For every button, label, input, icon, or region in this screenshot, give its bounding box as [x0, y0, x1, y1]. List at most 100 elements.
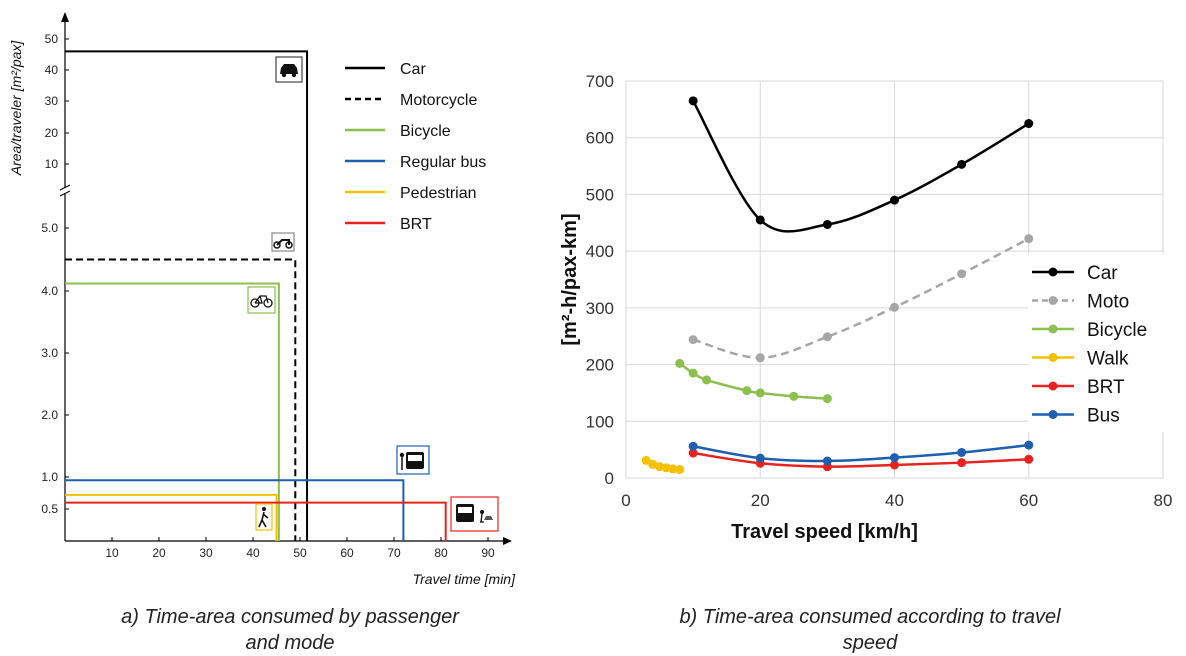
data-point-bicycle: [688, 368, 698, 378]
data-point-car: [890, 195, 899, 205]
series-line-bicycle: [678, 362, 828, 400]
data-point-bicycle: [755, 388, 765, 398]
caption-a-line2: and mode: [245, 632, 335, 654]
y-axis-arrow: [61, 12, 69, 22]
legend-label-car: Car: [1087, 263, 1118, 284]
caption-a: a) Time-area consumed by passenger and m…: [40, 604, 540, 656]
y-tick-label: 700: [586, 72, 614, 91]
data-point-brt: [688, 448, 698, 458]
data-point-car: [755, 215, 765, 225]
data-point-moto: [957, 269, 967, 279]
caption-b: b) Time-area consumed according to trave…: [600, 604, 1140, 656]
car-wheel: [281, 72, 287, 78]
x-tick-label: 70: [387, 546, 401, 560]
data-point-bicycle: [675, 358, 685, 368]
data-point-bus: [755, 453, 765, 463]
series-pedestrian: [65, 493, 278, 541]
x-tick-label: 90: [481, 546, 495, 560]
data-point-car: [1024, 119, 1034, 129]
y-tick-label: 1.0: [41, 470, 58, 484]
moto-wheel: [273, 241, 281, 249]
x-tick-label: 40: [246, 546, 260, 560]
y-tick-label: 20: [45, 126, 59, 140]
legend-marker-walk: [1048, 353, 1058, 362]
legend-marker-moto: [1048, 296, 1058, 305]
data-point-brt: [890, 460, 899, 470]
data-point-moto: [890, 302, 899, 312]
bicycle-icon: [247, 286, 276, 314]
bus-window: [408, 455, 422, 461]
data-point-brt: [1024, 454, 1034, 464]
y-tick-label: 10: [45, 157, 59, 171]
series-brt: [65, 501, 447, 541]
x-tick-label: 0: [621, 491, 630, 510]
bike-wheel: [263, 298, 273, 308]
brt-person-body: [480, 513, 484, 523]
data-point-car: [957, 159, 967, 169]
x-tick-label: 30: [199, 546, 213, 560]
series-regular-bus: [65, 479, 405, 541]
brt-person: [480, 510, 484, 514]
y-tick-label: 30: [45, 94, 59, 108]
icon-frame: [271, 232, 295, 252]
y-tick-label: 0.5: [41, 502, 58, 516]
y-axis-break-mark: [59, 190, 71, 197]
y-tick-label: 5.0: [41, 221, 58, 235]
y-tick-label: 500: [586, 185, 614, 204]
x-tick-label: 40: [885, 491, 904, 510]
data-point-moto: [688, 335, 698, 345]
brt-car: [484, 516, 493, 520]
bus-stop-icon: [396, 445, 430, 475]
data-point-bicycle: [789, 391, 799, 401]
y-axis-title: Area/traveler [m²/pax]: [8, 40, 24, 177]
x-axis-arrow: [503, 537, 512, 545]
y-tick-label: 3.0: [41, 346, 58, 360]
brt-bus-window: [458, 507, 472, 513]
x-tick-label: 50: [293, 546, 307, 560]
x-axis-title: Travel time [min]: [413, 571, 517, 587]
series-bicycle: [65, 282, 280, 541]
legend-label-bicycle: Bicycle: [400, 123, 451, 140]
car-icon: [275, 56, 303, 83]
legend-marker-bus: [1048, 410, 1058, 419]
chart-b-time-area-by-speed: 0 100 200 300 400 500 600 700 0 20 40 60 80 Travel sp…: [560, 72, 1172, 543]
y-tick-label: 400: [586, 242, 614, 261]
series-line-brt: [692, 451, 1029, 468]
y-tick-label: 2.0: [41, 408, 58, 422]
walker-head: [262, 507, 266, 511]
y-tick-label: 0: [605, 469, 614, 488]
data-point-brt: [957, 458, 967, 468]
moto-frame: [276, 239, 290, 246]
y-tick-label: 4.0: [41, 284, 58, 298]
data-point-walk: [661, 463, 671, 473]
data-point-bus: [688, 441, 698, 451]
motorcycle-icon: [271, 232, 295, 252]
car-body: [280, 64, 298, 74]
legend-background: [1028, 254, 1164, 432]
pedestrian-icon: [255, 503, 273, 531]
series-line-moto: [692, 237, 1030, 360]
data-point-car: [822, 219, 832, 229]
data-point-walk: [675, 464, 685, 474]
series-line-bus: [692, 443, 1029, 463]
series-car: [65, 50, 309, 541]
legend-label-motorcycle: Motorcycle: [400, 92, 477, 109]
legend-label-walk: Walk: [1087, 349, 1129, 370]
data-point-car: [688, 96, 698, 106]
legend-label-brt: BRT: [1087, 377, 1125, 398]
data-point-bicycle: [822, 394, 832, 404]
x-tick-label: 80: [434, 546, 448, 560]
legend-label-pedestrian: Pedestrian: [400, 185, 477, 202]
x-tick-label: 10: [105, 546, 119, 560]
y-tick-label: 600: [586, 129, 614, 148]
y-axis-break-mark: [59, 184, 71, 191]
caption-b-line1: b) Time-area consumed according to trave…: [679, 606, 1061, 628]
data-point-bus: [822, 456, 832, 466]
y-tick-label: 40: [45, 63, 59, 77]
data-point-moto: [1024, 234, 1034, 244]
caption-b-line2: speed: [842, 632, 898, 654]
x-axis-title: Travel speed [km/h]: [731, 521, 918, 543]
brt-icon: [450, 496, 499, 532]
legend-label-car: Car: [400, 61, 426, 78]
data-point-moto: [822, 332, 832, 342]
